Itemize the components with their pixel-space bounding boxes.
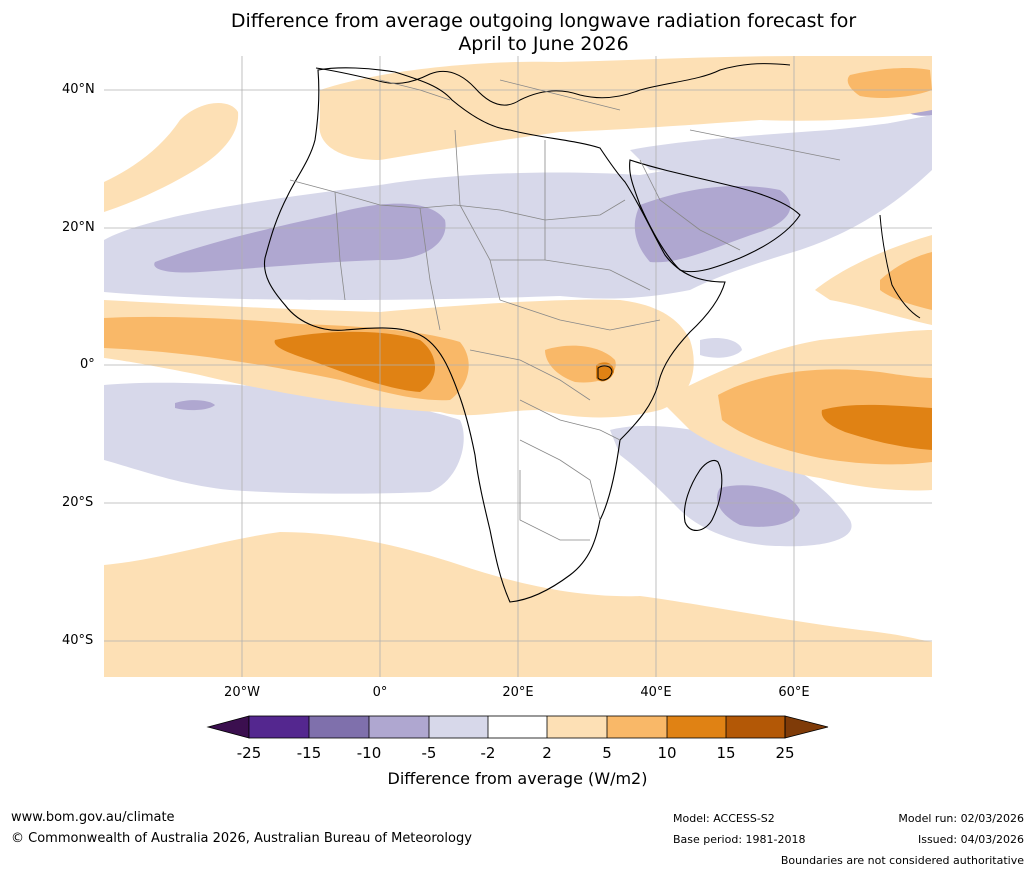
title-line-2: April to June 2026: [458, 33, 629, 55]
colorbar-segment-5: [488, 716, 547, 738]
colorbar-tick-6: 2: [542, 744, 552, 762]
lat-label-40n: 40°N: [62, 82, 95, 97]
footer-copyright: © Commonwealth of Australia 2026, Austra…: [11, 831, 472, 846]
colorbar-outline: [248, 715, 786, 739]
lat-label-20n: 20°N: [62, 220, 95, 235]
colorbar-segment-4: [429, 716, 488, 738]
footer-model-run: Model run: 02/03/2026: [898, 812, 1024, 825]
anomaly-arabian-sea-mid-orange: [880, 252, 932, 310]
lon-label-0: 0°: [372, 685, 388, 700]
colorbar-dividers: [308, 716, 727, 738]
colorbar-tick-7: 5: [602, 744, 612, 762]
madagascar-coastline: [683, 459, 723, 531]
anomaly-indian-ocean-dark-orange: [821, 404, 932, 450]
colorbar-segment-3: [369, 716, 429, 738]
lat-label-40s: 40°S: [62, 633, 94, 648]
lon-label-40e: 40°E: [640, 685, 672, 700]
india-coastline: [879, 214, 921, 319]
graticule: [104, 56, 932, 677]
anomaly-east-africa-light-purple: [700, 338, 742, 358]
anomaly-northwest-light-purple: [630, 118, 932, 190]
anomaly-mediterranean-light-orange: [319, 56, 932, 160]
colorbar-segment-8: [667, 716, 726, 738]
footer-base-period: Base period: 1981-2018: [673, 833, 806, 846]
lon-label-20w: 20°W: [224, 685, 260, 700]
colorbar-tick-4: -5: [421, 744, 437, 762]
anomaly-south-atlantic-light-purple: [104, 382, 464, 494]
anomaly-arabia-mid-purple: [634, 185, 791, 263]
colorbar-title: Difference from average (W/m2): [387, 769, 648, 788]
colorbar-min-arrow: [206, 715, 250, 739]
colorbar-tick-10: 25: [775, 744, 795, 762]
footer-model: Model: ACCESS-S2: [673, 812, 775, 825]
colorbar-tick-5: -2: [480, 744, 496, 762]
colorbar-tick-2: -15: [296, 744, 322, 762]
arabian-peninsula-coastline: [629, 159, 801, 273]
colorbar-segment-2: [309, 716, 369, 738]
anomaly-north-atlantic-light-orange: [104, 102, 239, 212]
anomaly-madagascar-mid-purple: [716, 485, 800, 527]
anomaly-iran-mid-orange: [847, 67, 932, 98]
footer-issued: Issued: 04/03/2026: [917, 833, 1024, 846]
country-borders: [289, 79, 841, 541]
colorbar-tick-3: -10: [356, 744, 382, 762]
colorbar-segment-6: [547, 716, 607, 738]
footer-disclaimer: Boundaries are not considered authoritat…: [780, 854, 1024, 867]
map-plot-area: [104, 56, 932, 677]
anomaly-south-atlantic-small-mid: [175, 400, 215, 411]
anomaly-gulf-of-guinea-dark-orange: [274, 331, 435, 392]
lon-label-20e: 20°E: [502, 685, 534, 700]
africa-coastline: [263, 67, 726, 603]
footer-website: www.bom.gov.au/climate: [11, 810, 175, 825]
colorbar-max-arrow: [784, 715, 829, 739]
colorbar-tick-9: 15: [716, 744, 736, 762]
lat-label-20s: 20°S: [62, 495, 94, 510]
colorbar-tick-1: -25: [236, 744, 262, 762]
lat-label-0: 0°: [80, 357, 95, 372]
lon-label-60e: 60°E: [778, 685, 810, 700]
colorbar-segment-1: [249, 716, 309, 738]
anomaly-sahel-mid-purple-west: [154, 203, 446, 273]
colorbar: [206, 715, 829, 739]
title-line-1: Difference from average outgoing longwav…: [230, 10, 857, 32]
colorbar-tick-8: 10: [657, 744, 677, 762]
lake-victoria: [597, 365, 613, 381]
chart-title: Difference from average outgoing longwav…: [0, 10, 1035, 56]
colorbar-segment-7: [607, 716, 667, 738]
colorbar-segment-9: [726, 716, 785, 738]
